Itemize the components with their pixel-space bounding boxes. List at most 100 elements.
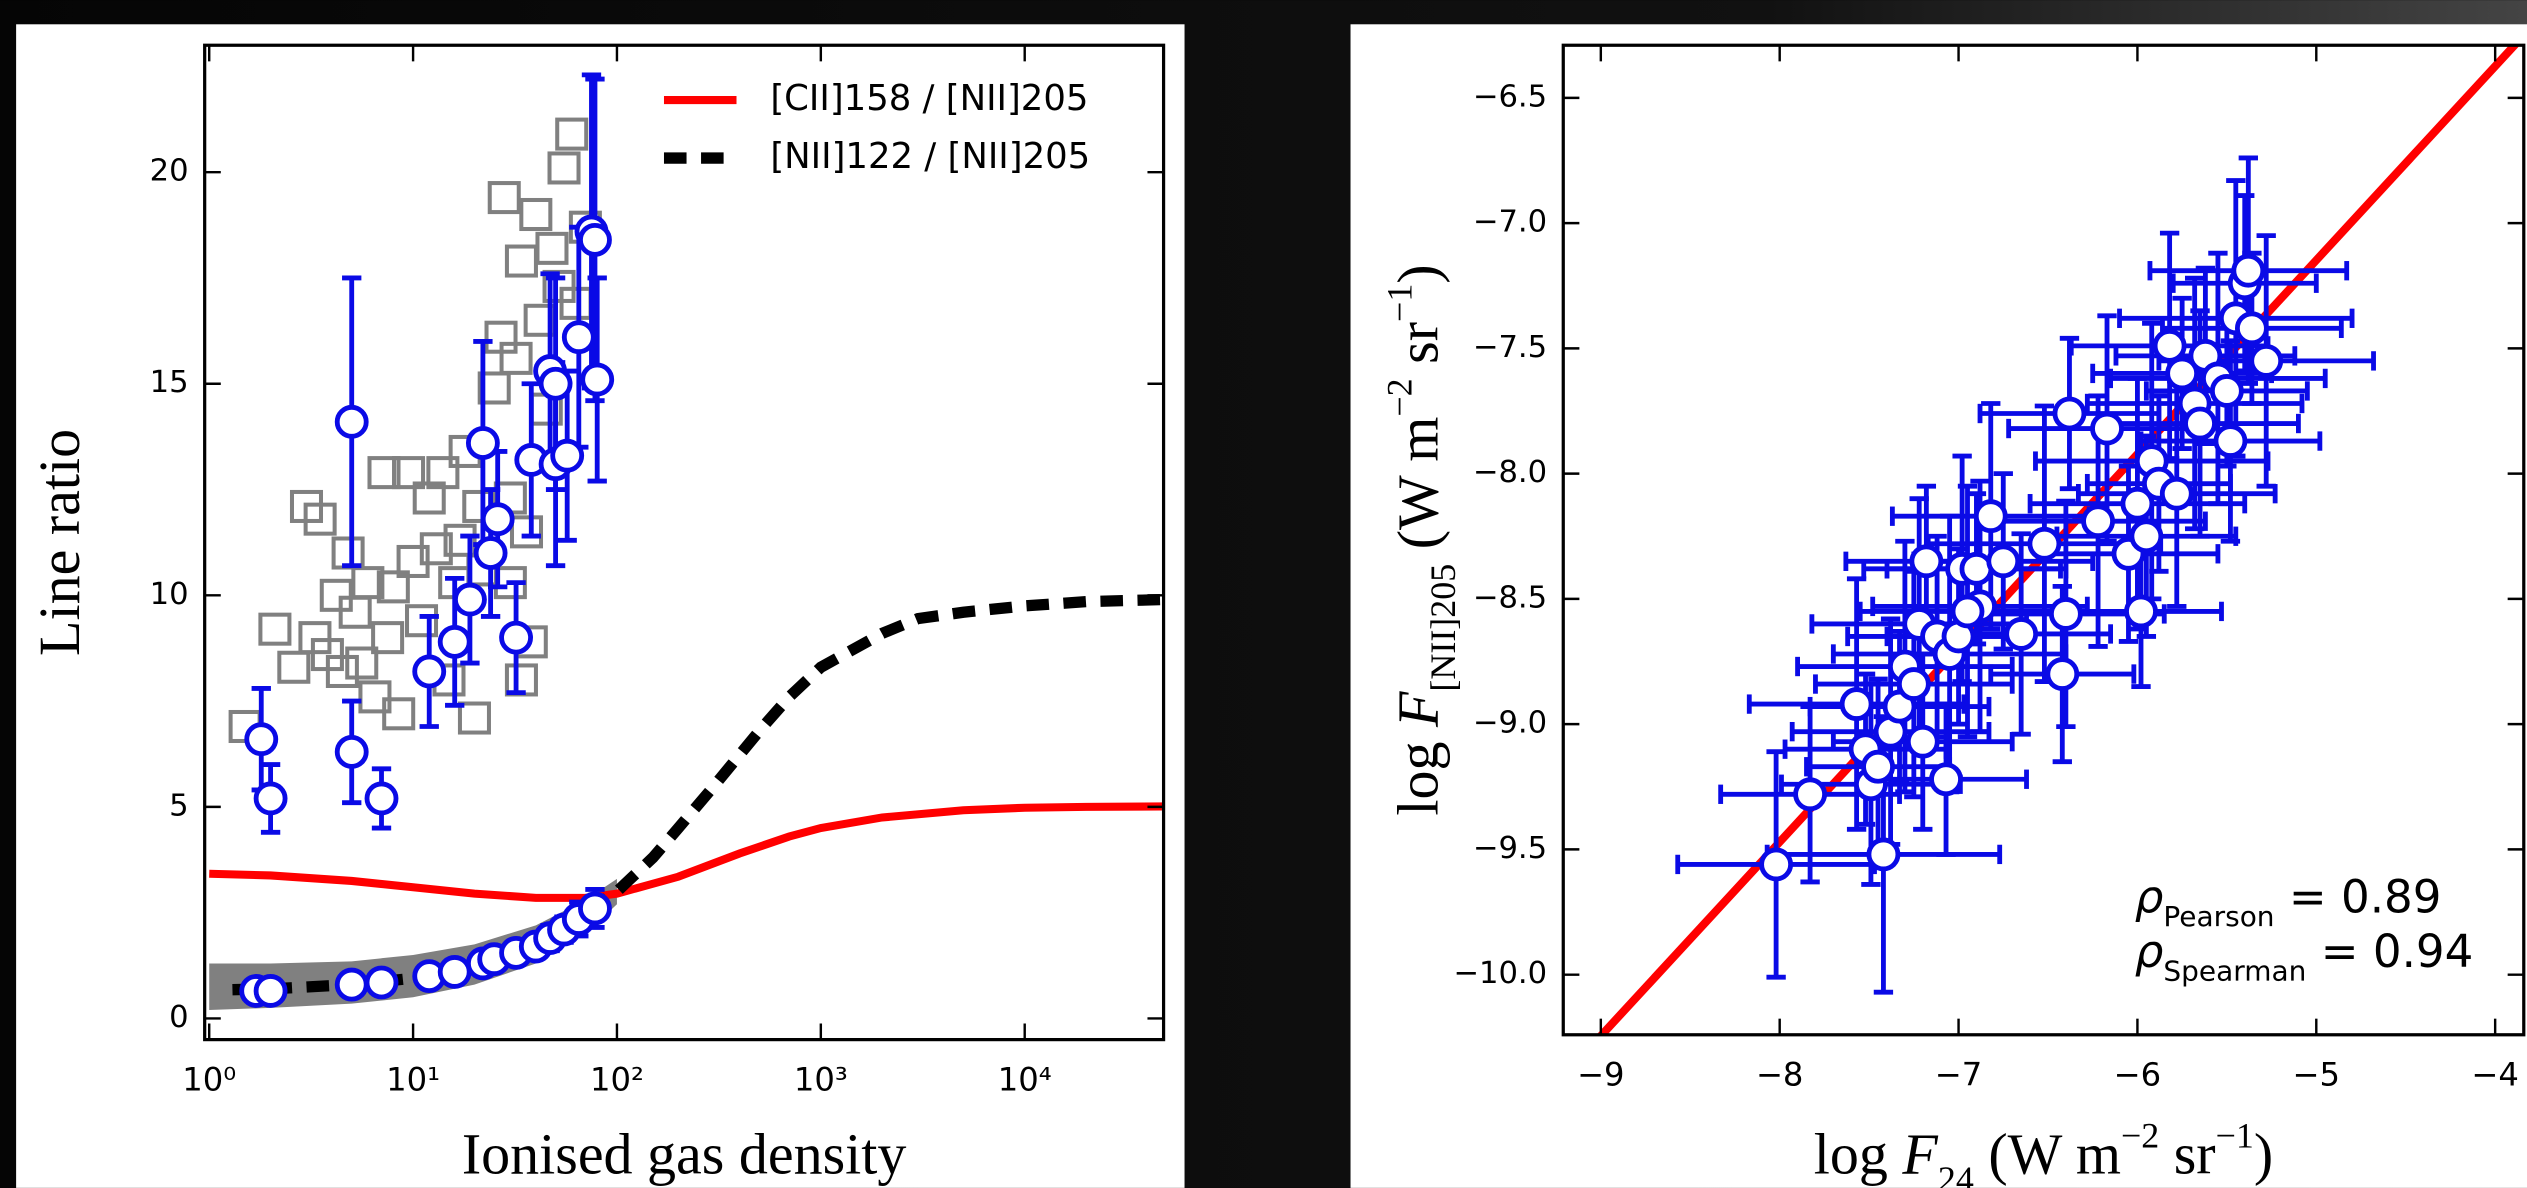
point [2213, 424, 2248, 458]
y-tick-label: 15 [150, 365, 189, 400]
point [1909, 544, 1944, 579]
point [382, 697, 416, 731]
x-tick-label: −7 [1935, 1056, 1982, 1094]
point [253, 974, 288, 1008]
plot-frame [1561, 43, 2526, 1037]
y-tick-label: 10 [150, 577, 189, 612]
point [2027, 526, 2062, 561]
point [2081, 504, 2115, 539]
y-tick-label: −8.0 [1473, 455, 1547, 490]
point [277, 650, 311, 684]
point [2052, 396, 2087, 431]
point [419, 532, 453, 566]
point [2234, 311, 2269, 346]
plot-area [1596, 45, 2521, 1035]
point [303, 502, 337, 536]
point [437, 954, 472, 989]
label-part: ρ [2135, 870, 2164, 923]
label-part: ) [1386, 264, 1451, 283]
x-tick-label: 10³ [794, 1061, 848, 1099]
label-part: Spearman [2163, 955, 2306, 988]
plot-area [209, 72, 1164, 1010]
point [1973, 499, 2008, 534]
legend-label: [CII]158 / [NII]205 [770, 78, 1088, 119]
point [480, 502, 515, 537]
x-tick-label: −5 [2293, 1056, 2340, 1094]
label-part: log [1814, 1121, 1903, 1186]
y-tick-label: −6.5 [1473, 79, 1547, 114]
point [487, 181, 521, 215]
x-tick-label: −4 [2471, 1056, 2519, 1094]
y-axis-label: Line ratio [27, 429, 92, 656]
y-tick-label: 20 [150, 154, 189, 189]
point [465, 426, 500, 460]
label-part: log [1386, 727, 1451, 816]
point [1905, 724, 1940, 759]
point [578, 222, 612, 257]
point [1839, 687, 1874, 722]
x-tick-label: 10⁴ [998, 1061, 1052, 1099]
point [547, 151, 581, 185]
label-part: −2 [2121, 1115, 2159, 1155]
point [345, 646, 379, 680]
point [334, 404, 369, 439]
label-part: ρ [2135, 925, 2164, 978]
point [244, 722, 279, 757]
y-tick-label: −9.0 [1473, 706, 1547, 741]
y-tick-label: −8.5 [1473, 580, 1547, 615]
point [1929, 762, 1963, 797]
point [358, 680, 392, 714]
y-tick-label: −7.0 [1473, 205, 1547, 240]
point [334, 734, 369, 769]
point [2152, 328, 2187, 363]
y-tick-label: −10.0 [1453, 956, 1547, 991]
point [2045, 657, 2080, 691]
point [457, 701, 491, 735]
point [499, 341, 533, 375]
x-tick-label: −9 [1577, 1056, 1625, 1094]
label-part: [NII]205 [1423, 564, 1463, 692]
annotation: ρPearson = 0.89 [2135, 870, 2442, 933]
point [364, 781, 399, 816]
point [334, 967, 369, 1002]
point [258, 612, 292, 646]
point [499, 620, 533, 655]
point [412, 654, 447, 689]
y-tick-label: 5 [169, 788, 188, 823]
point [535, 231, 569, 265]
point [1793, 777, 1828, 812]
label-part: (W m [1974, 1121, 2121, 1186]
point [392, 456, 426, 490]
label-part: (W m [1386, 417, 1451, 564]
point [367, 456, 401, 490]
point [253, 781, 288, 816]
point [319, 578, 353, 612]
y-tick-label: −9.5 [1473, 831, 1547, 866]
x-axis-label: log F24 (W m−2 sr−1) [1814, 1115, 2273, 1188]
point [443, 523, 477, 557]
point [371, 621, 405, 655]
point [2120, 486, 2155, 521]
legend-label: [NII]122 / [NII]205 [770, 136, 1090, 177]
point [2249, 343, 2284, 378]
point [580, 362, 615, 397]
point [426, 456, 460, 490]
point [509, 515, 544, 549]
label-part: = 0.89 [2275, 870, 2442, 923]
point [561, 320, 596, 355]
point [1950, 594, 1985, 629]
label-part: sr [2159, 1121, 2215, 1186]
point [452, 582, 487, 617]
point [325, 654, 359, 689]
label-part: F [1386, 691, 1451, 728]
point [2090, 411, 2124, 446]
label-part: sr [1386, 322, 1451, 378]
point [405, 604, 439, 638]
x-tick-label: 10² [590, 1061, 644, 1099]
point [1759, 847, 1794, 882]
label-part: ) [2254, 1121, 2273, 1186]
label-part: −2 [1379, 378, 1419, 416]
y-tick-label: −7.5 [1473, 330, 1547, 365]
point [2165, 356, 2200, 391]
point [1866, 837, 1901, 872]
